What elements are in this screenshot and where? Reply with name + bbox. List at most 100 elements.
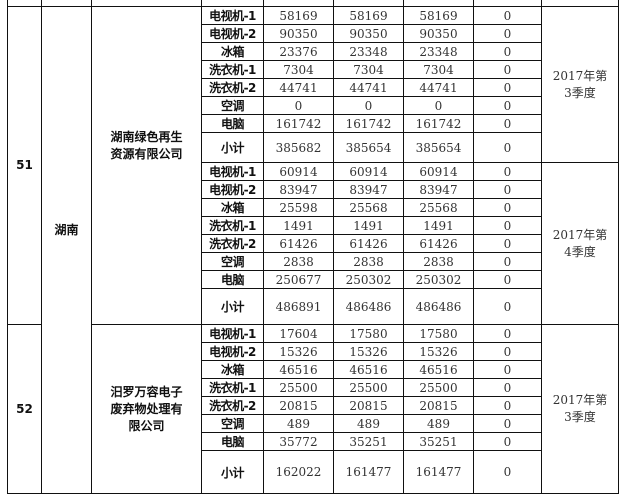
value-cell: 0: [473, 288, 542, 325]
value-cell: 25568: [403, 198, 474, 217]
value-cell: 61426: [333, 234, 404, 253]
value-cell: 161742: [263, 114, 334, 133]
value-cell: 61426: [403, 234, 474, 253]
item-name: 冰箱: [201, 360, 264, 379]
table-row: 洗衣机-1 1491 1491 1491 0: [8, 216, 619, 235]
value-cell: 17580: [403, 324, 474, 343]
table-row: 电脑 35772 35251 35251 0: [8, 432, 619, 451]
value-cell: 0: [473, 432, 542, 451]
value-cell: 20815: [333, 396, 404, 415]
value-cell: 162022: [263, 450, 334, 494]
item-name: 洗衣机-1: [201, 216, 264, 235]
value-cell: 1491: [263, 216, 334, 235]
value-cell: 385654: [403, 132, 474, 163]
value-cell: 90350: [403, 24, 474, 43]
value-cell: 489: [333, 414, 404, 433]
table-row: 洗衣机-1 25500 25500 25500 0: [8, 378, 619, 397]
value-cell: 23348: [403, 42, 474, 61]
value-cell: 0: [473, 360, 542, 379]
value-cell: 44741: [333, 78, 404, 97]
value-cell: 15326: [403, 342, 474, 361]
item-name: 洗衣机-2: [201, 234, 264, 253]
item-name: 空调: [201, 96, 264, 115]
value-cell: 0: [473, 216, 542, 235]
value-cell: 161477: [333, 450, 404, 494]
item-name: 冰箱: [201, 42, 264, 61]
value-cell: 17604: [263, 324, 334, 343]
value-cell: 0: [473, 342, 542, 361]
value-cell: 161477: [403, 450, 474, 494]
table-row: 空调 489 489 489 0: [8, 414, 619, 433]
table-row: 电脑 161742 161742 161742 0: [8, 114, 619, 133]
value-cell: 60914: [403, 162, 474, 181]
item-name: 洗衣机-1: [201, 378, 264, 397]
value-cell: 250302: [333, 270, 404, 289]
item-name: 小计: [201, 450, 264, 494]
value-cell: 0: [473, 414, 542, 433]
value-cell: 7304: [263, 60, 334, 79]
value-cell: 0: [473, 132, 542, 163]
value-cell: 0: [333, 96, 404, 115]
value-cell: 0: [473, 180, 542, 199]
value-cell: 2838: [403, 252, 474, 271]
value-cell: 489: [403, 414, 474, 433]
value-cell: 58169: [263, 6, 334, 25]
value-cell: 46516: [263, 360, 334, 379]
item-name: 洗衣机-1: [201, 60, 264, 79]
value-cell: 486486: [333, 288, 404, 325]
item-name: 电视机-1: [201, 324, 264, 343]
value-cell: 486891: [263, 288, 334, 325]
value-cell: 486486: [403, 288, 474, 325]
value-cell: 23376: [263, 42, 334, 61]
table-row: 洗衣机-2 20815 20815 20815 0: [8, 396, 619, 415]
value-cell: 58169: [403, 6, 474, 25]
value-cell: 0: [473, 162, 542, 181]
value-cell: 1491: [333, 216, 404, 235]
value-cell: 385654: [333, 132, 404, 163]
value-cell: 0: [473, 114, 542, 133]
value-cell: 23348: [333, 42, 404, 61]
value-cell: 0: [403, 96, 474, 115]
value-cell: 0: [473, 396, 542, 415]
value-cell: 60914: [263, 162, 334, 181]
item-name: 电脑: [201, 114, 264, 133]
value-cell: 0: [473, 270, 542, 289]
value-cell: 385682: [263, 132, 334, 163]
value-cell: 17580: [333, 324, 404, 343]
value-cell: 0: [473, 78, 542, 97]
item-name: 空调: [201, 414, 264, 433]
value-cell: 44741: [403, 78, 474, 97]
value-cell: 25500: [263, 378, 334, 397]
value-cell: 0: [473, 6, 542, 25]
value-cell: 2838: [263, 252, 334, 271]
value-cell: 489: [263, 414, 334, 433]
item-name: 电视机-2: [201, 24, 264, 43]
item-name: 洗衣机-2: [201, 78, 264, 97]
item-name: 电视机-1: [201, 162, 264, 181]
value-cell: 2838: [333, 252, 404, 271]
value-cell: 0: [473, 60, 542, 79]
value-cell: 0: [473, 324, 542, 343]
value-cell: 46516: [403, 360, 474, 379]
value-cell: 83947: [263, 180, 334, 199]
value-cell: 35772: [263, 432, 334, 451]
item-name: 小计: [201, 288, 264, 325]
subtotal-row: 小计 385682 385654 385654 0: [8, 132, 619, 163]
item-name: 冰箱: [201, 198, 264, 217]
item-name: 电脑: [201, 432, 264, 451]
value-cell: 0: [473, 252, 542, 271]
value-cell: 161742: [333, 114, 404, 133]
company-name: 汨罗万容电子废弃物处理有限公司: [91, 324, 202, 494]
table-row: 电视机-1 60914 60914 60914 0 2017年第4季度: [8, 162, 619, 325]
value-cell: 46516: [333, 360, 404, 379]
value-cell: 0: [263, 96, 334, 115]
table-row: 52 汨罗万容电子废弃物处理有限公司 电视机-1 17604 17580 17580 0 20…: [7, 324, 619, 494]
table-row: 洗衣机-1 7304 7304 7304 0: [8, 60, 619, 79]
item-name: 洗衣机-2: [201, 396, 264, 415]
value-cell: 20815: [263, 396, 334, 415]
value-cell: 90350: [333, 24, 404, 43]
value-cell: 15326: [263, 342, 334, 361]
period: 2017年第3季度: [541, 324, 619, 494]
value-cell: 0: [473, 24, 542, 43]
value-cell: 15326: [333, 342, 404, 361]
